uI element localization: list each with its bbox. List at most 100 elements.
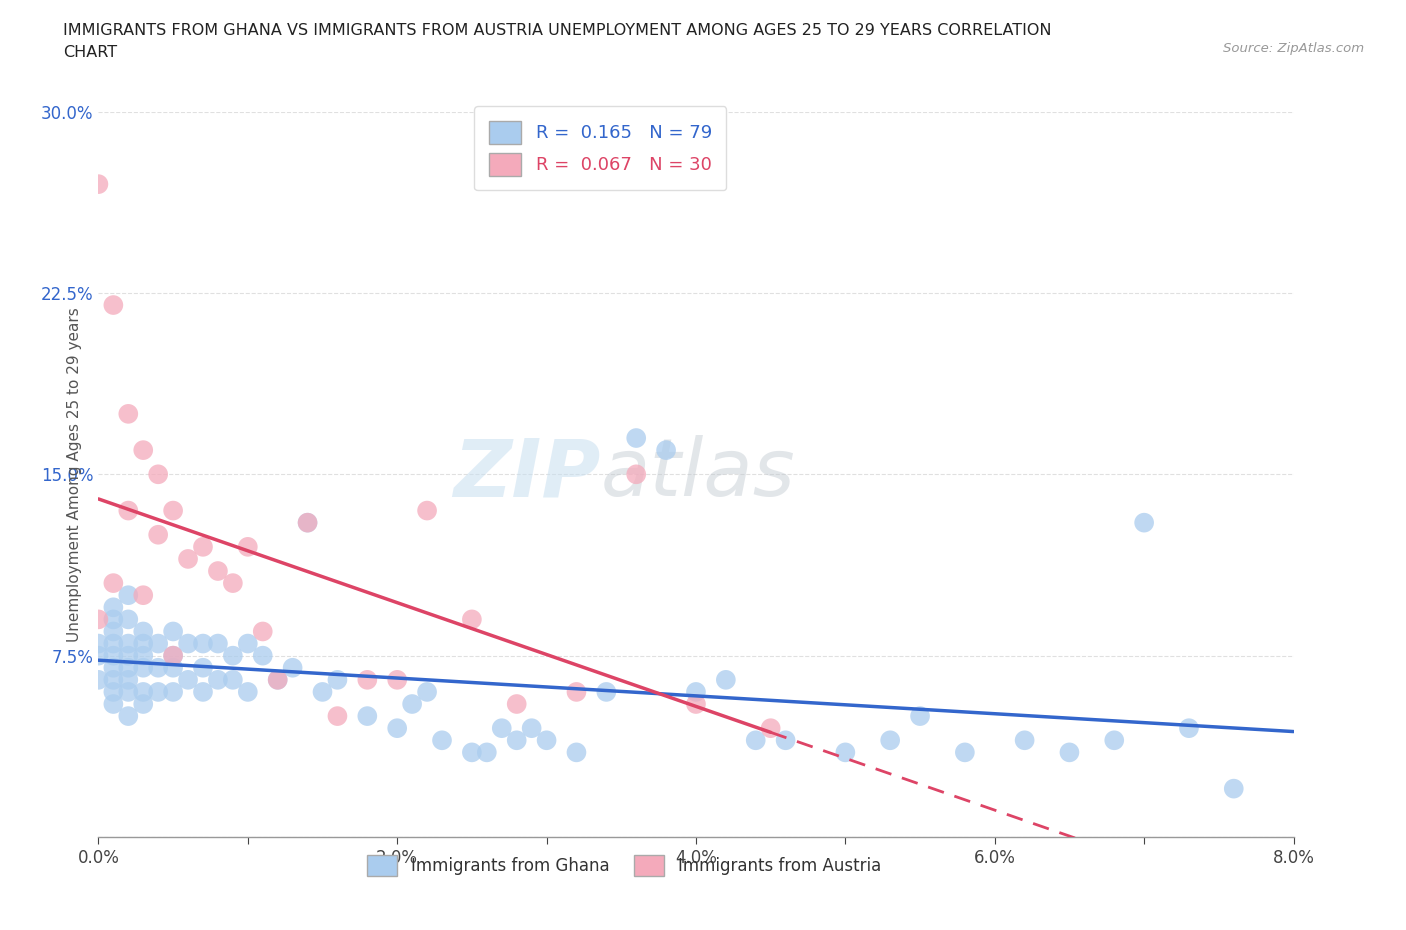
Point xyxy=(177,672,200,687)
Point xyxy=(745,733,768,748)
Point xyxy=(117,588,139,603)
Point xyxy=(385,721,409,736)
Point xyxy=(356,709,378,724)
Point xyxy=(207,564,229,578)
Point xyxy=(162,503,184,518)
Point xyxy=(565,684,588,699)
Point xyxy=(297,515,319,530)
Point xyxy=(162,624,184,639)
Point xyxy=(117,612,139,627)
Point xyxy=(461,612,484,627)
Point xyxy=(162,648,184,663)
Point xyxy=(252,648,274,663)
Point xyxy=(1104,733,1126,748)
Point xyxy=(132,648,155,663)
Point xyxy=(1133,515,1156,530)
Point xyxy=(148,684,170,699)
Point xyxy=(87,672,110,687)
Point xyxy=(759,721,782,736)
Point xyxy=(103,624,125,639)
Point xyxy=(162,648,184,663)
Point xyxy=(117,684,139,699)
Point xyxy=(714,672,737,687)
Point xyxy=(117,636,139,651)
Point xyxy=(117,660,139,675)
Point xyxy=(626,467,648,482)
Text: IMMIGRANTS FROM GHANA VS IMMIGRANTS FROM AUSTRIA UNEMPLOYMENT AMONG AGES 25 TO 2: IMMIGRANTS FROM GHANA VS IMMIGRANTS FROM… xyxy=(63,23,1052,38)
Point xyxy=(236,684,259,699)
Point xyxy=(103,684,125,699)
Point xyxy=(103,636,125,651)
Text: CHART: CHART xyxy=(63,45,117,60)
Point xyxy=(267,672,290,687)
Point xyxy=(191,636,214,651)
Point xyxy=(385,672,409,687)
Point xyxy=(177,636,200,651)
Point xyxy=(595,684,617,699)
Point xyxy=(565,745,588,760)
Text: ZIP: ZIP xyxy=(453,435,600,513)
Point xyxy=(236,636,259,651)
Point xyxy=(311,684,333,699)
Point xyxy=(1178,721,1201,736)
Point xyxy=(1014,733,1036,748)
Point xyxy=(626,431,648,445)
Point xyxy=(117,648,139,663)
Point xyxy=(297,515,319,530)
Point xyxy=(162,684,184,699)
Point xyxy=(87,612,110,627)
Point xyxy=(191,539,214,554)
Point xyxy=(87,648,110,663)
Point xyxy=(148,660,170,675)
Point xyxy=(132,660,155,675)
Point xyxy=(207,672,229,687)
Point xyxy=(685,684,707,699)
Point xyxy=(132,684,155,699)
Point xyxy=(132,588,155,603)
Point xyxy=(103,697,125,711)
Point xyxy=(252,624,274,639)
Point xyxy=(207,636,229,651)
Point xyxy=(222,672,245,687)
Point xyxy=(879,733,901,748)
Point xyxy=(491,721,513,736)
Point xyxy=(520,721,543,736)
Point xyxy=(132,636,155,651)
Point xyxy=(506,733,529,748)
Point xyxy=(103,648,125,663)
Point xyxy=(103,612,125,627)
Point xyxy=(775,733,797,748)
Point xyxy=(506,697,529,711)
Point xyxy=(908,709,931,724)
Point xyxy=(103,660,125,675)
Point xyxy=(461,745,484,760)
Point xyxy=(162,660,184,675)
Point xyxy=(87,636,110,651)
Point xyxy=(132,624,155,639)
Point xyxy=(177,551,200,566)
Point xyxy=(1059,745,1081,760)
Point xyxy=(416,684,439,699)
Point xyxy=(536,733,558,748)
Point xyxy=(281,660,304,675)
Text: Source: ZipAtlas.com: Source: ZipAtlas.com xyxy=(1223,42,1364,55)
Point xyxy=(103,672,125,687)
Point xyxy=(148,527,170,542)
Point xyxy=(1223,781,1246,796)
Point xyxy=(117,709,139,724)
Y-axis label: Unemployment Among Ages 25 to 29 years: Unemployment Among Ages 25 to 29 years xyxy=(66,307,82,642)
Point xyxy=(475,745,498,760)
Point xyxy=(356,672,378,687)
Text: atlas: atlas xyxy=(600,435,796,513)
Point xyxy=(117,406,139,421)
Point xyxy=(132,697,155,711)
Point xyxy=(148,636,170,651)
Point xyxy=(326,709,349,724)
Point xyxy=(132,443,155,458)
Point xyxy=(326,672,349,687)
Legend: Immigrants from Ghana, Immigrants from Austria: Immigrants from Ghana, Immigrants from A… xyxy=(361,848,887,884)
Point xyxy=(103,298,125,312)
Point xyxy=(267,672,290,687)
Point xyxy=(117,672,139,687)
Point xyxy=(191,684,214,699)
